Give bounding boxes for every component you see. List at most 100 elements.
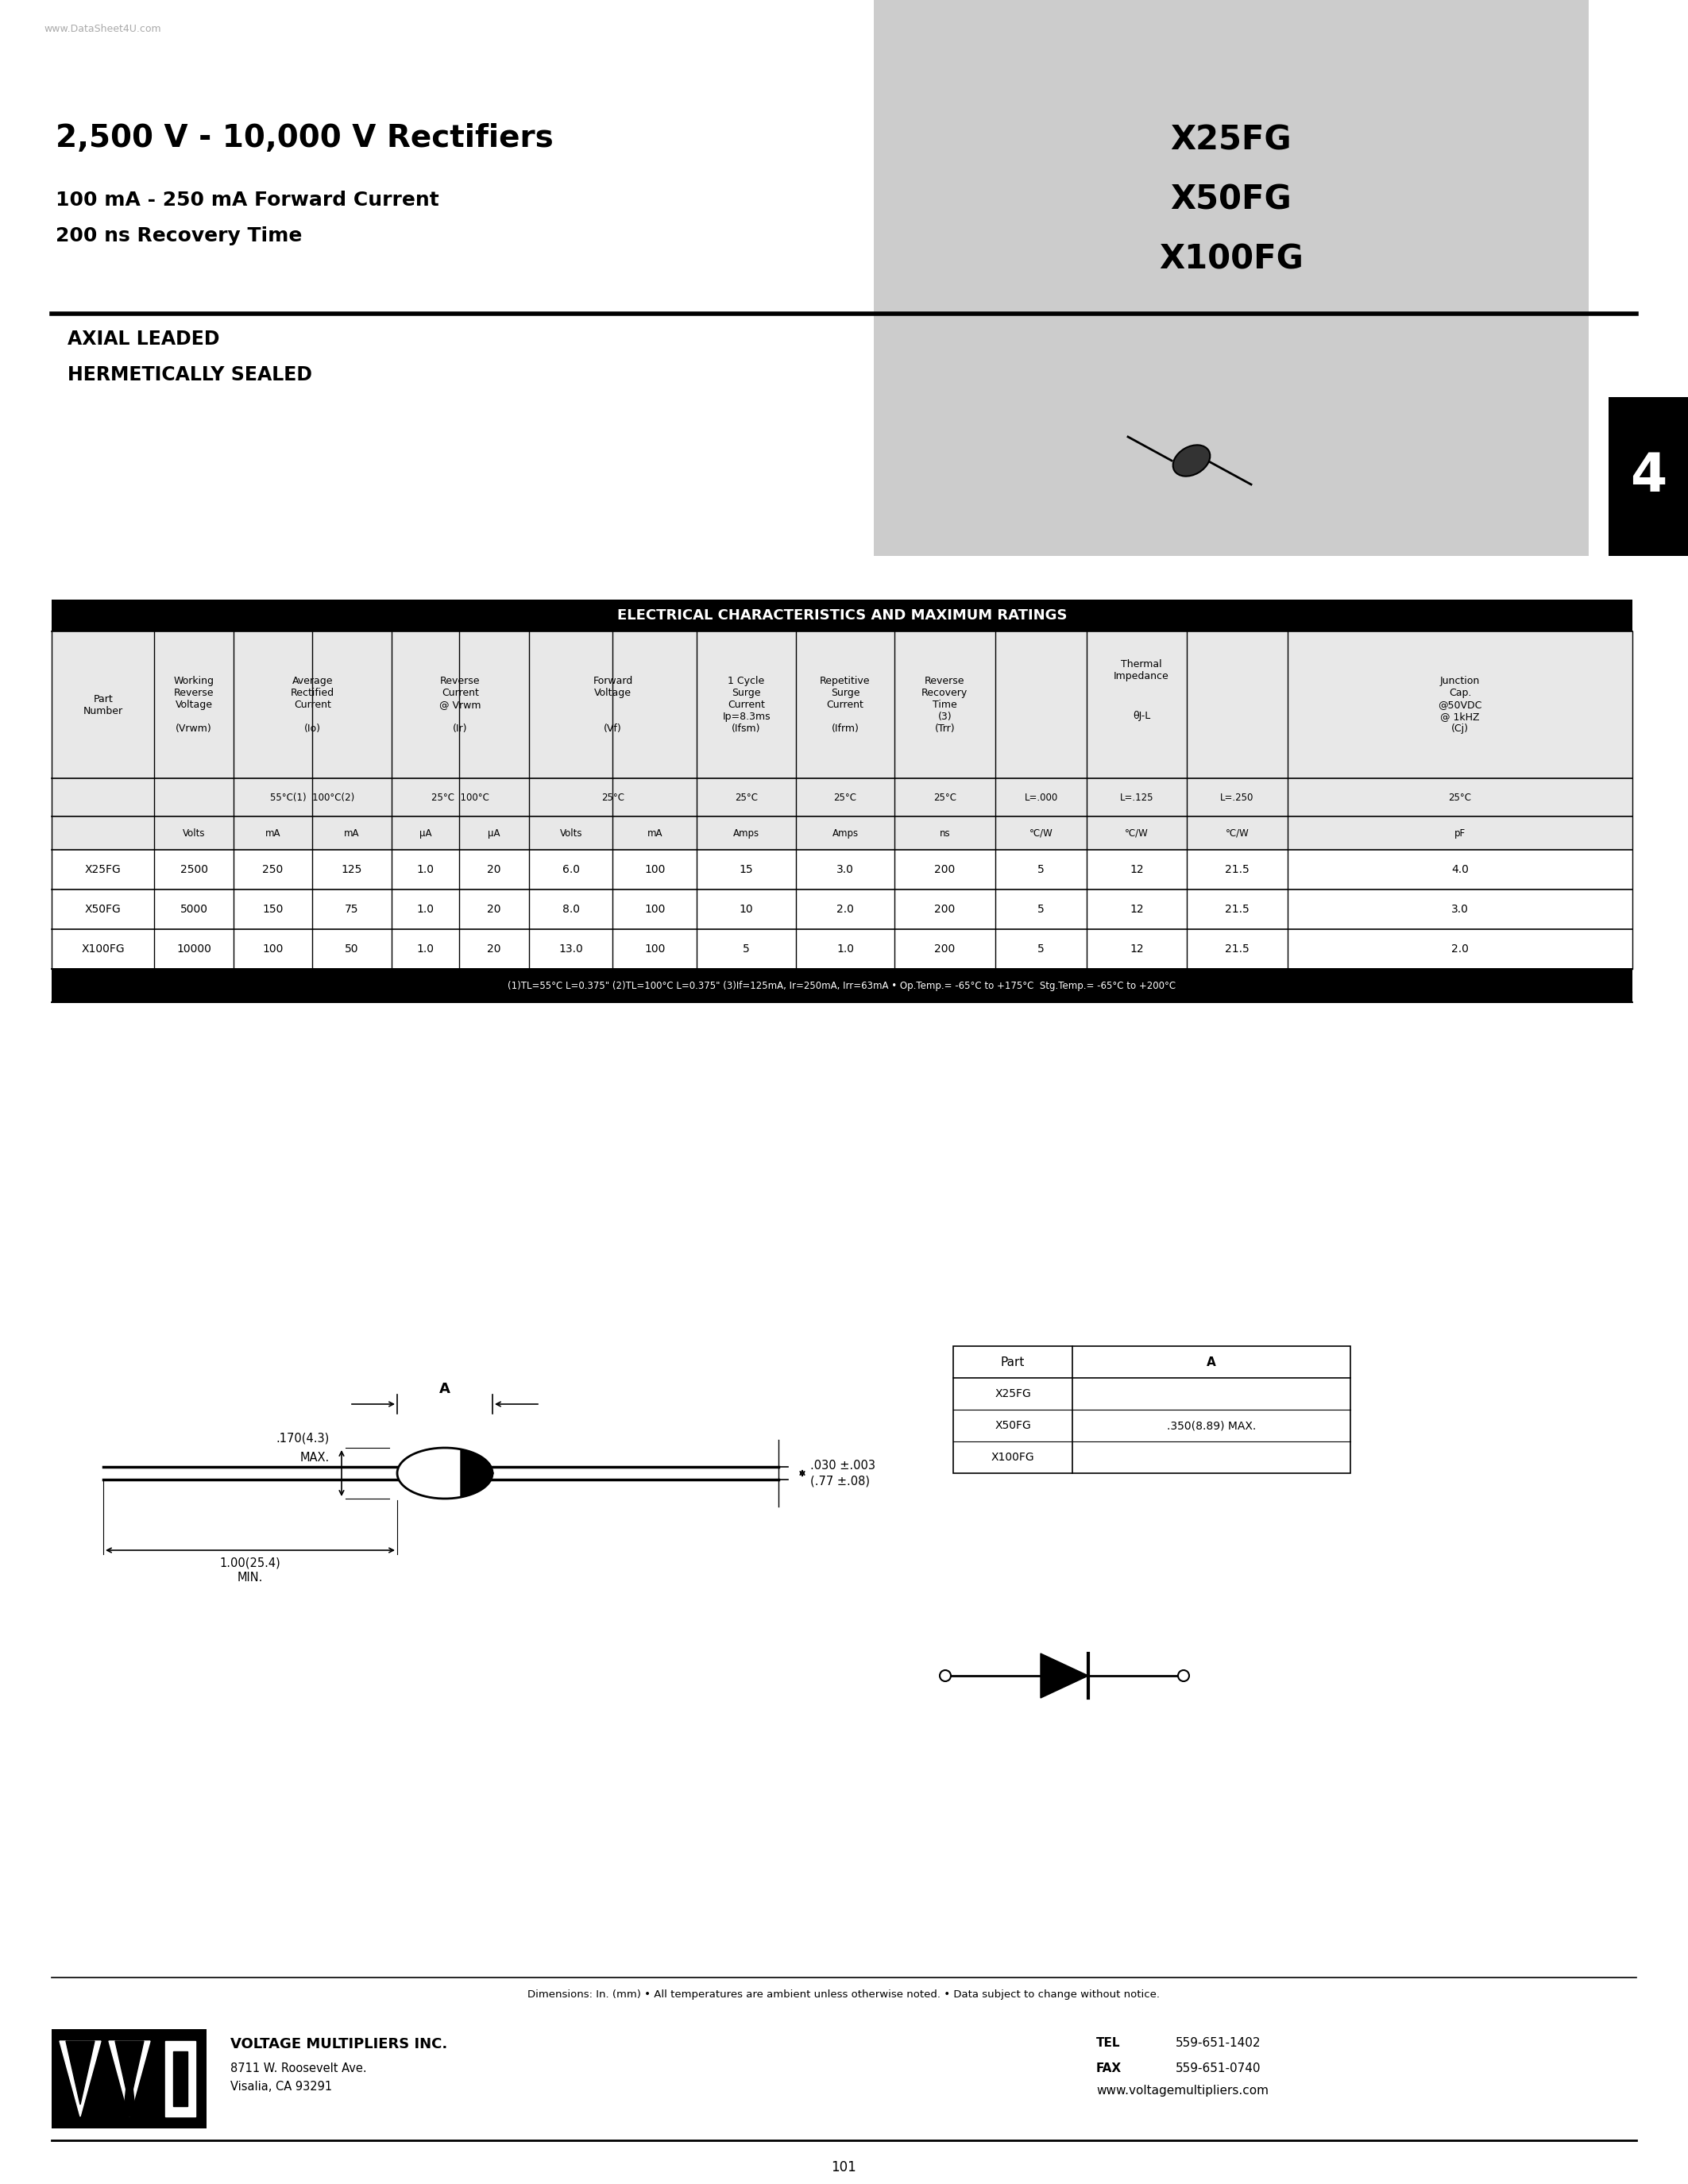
Text: 21.5: 21.5: [1225, 943, 1249, 954]
Text: °C/W: °C/W: [1030, 828, 1053, 839]
Text: 25°C: 25°C: [1448, 793, 1472, 802]
Text: 25°C: 25°C: [734, 793, 758, 802]
Text: Average
Rectified
Current

(Io): Average Rectified Current (Io): [290, 675, 334, 734]
Text: 2.0: 2.0: [1452, 943, 1469, 954]
Text: 15: 15: [739, 865, 753, 876]
Bar: [52, 970, 1632, 1002]
Text: mA: mA: [344, 828, 360, 839]
Text: 200: 200: [935, 943, 955, 954]
Text: AXIAL LEADED: AXIAL LEADED: [68, 330, 219, 349]
Bar: [52, 2029, 206, 2129]
Text: 200: 200: [935, 904, 955, 915]
Text: Repetitive
Surge
Current

(Ifrm): Repetitive Surge Current (Ifrm): [820, 675, 871, 734]
Text: 50: 50: [344, 943, 360, 954]
Bar: [52, 601, 1632, 631]
Text: 5: 5: [1038, 865, 1045, 876]
Text: L=.000: L=.000: [1025, 793, 1058, 802]
Text: TEL: TEL: [1096, 2038, 1121, 2049]
Text: Working
Reverse
Voltage

(Vrwm): Working Reverse Voltage (Vrwm): [174, 675, 214, 734]
Text: X50FG: X50FG: [84, 904, 122, 915]
Text: 5: 5: [743, 943, 749, 954]
Text: 1.00(25.4): 1.00(25.4): [219, 1557, 280, 1568]
Text: 5000: 5000: [181, 904, 208, 915]
Text: °C/W: °C/W: [1225, 828, 1249, 839]
Text: X100FG: X100FG: [81, 943, 125, 954]
Polygon shape: [461, 1450, 493, 1498]
Text: HERMETICALLY SEALED: HERMETICALLY SEALED: [68, 365, 312, 384]
Text: 25°C: 25°C: [601, 793, 625, 802]
Text: 5: 5: [1038, 904, 1045, 915]
Text: MAX.: MAX.: [300, 1452, 329, 1463]
Polygon shape: [397, 1448, 493, 1498]
Circle shape: [1178, 1671, 1188, 1682]
Text: 559-651-1402: 559-651-1402: [1175, 2038, 1261, 2049]
Text: 2500: 2500: [181, 865, 208, 876]
Text: 4.0: 4.0: [1452, 865, 1469, 876]
Text: 100 mA - 250 mA Forward Current: 100 mA - 250 mA Forward Current: [56, 190, 439, 210]
Text: www.DataSheet4U.com: www.DataSheet4U.com: [44, 24, 160, 35]
Text: 1.0: 1.0: [417, 943, 434, 954]
Text: .350(8.89) MAX.: .350(8.89) MAX.: [1166, 1420, 1256, 1431]
Polygon shape: [115, 2042, 143, 2105]
Bar: [954, 1345, 1350, 1474]
Text: 1.0: 1.0: [417, 904, 434, 915]
Text: 12: 12: [1129, 904, 1144, 915]
Text: Forward
Voltage


(Vf): Forward Voltage (Vf): [592, 675, 633, 734]
Polygon shape: [108, 2042, 150, 2116]
Text: °C/W: °C/W: [1124, 828, 1148, 839]
Text: 1.0: 1.0: [837, 943, 854, 954]
Text: 12: 12: [1129, 865, 1144, 876]
Text: 6.0: 6.0: [562, 865, 579, 876]
Text: Amps: Amps: [733, 828, 760, 839]
Text: 1 Cycle
Surge
Current
Ip=8.3ms
(Ifsm): 1 Cycle Surge Current Ip=8.3ms (Ifsm): [722, 675, 770, 734]
Text: 101: 101: [830, 2160, 856, 2175]
Polygon shape: [66, 2042, 95, 2105]
Text: 20: 20: [488, 904, 501, 915]
Polygon shape: [174, 2051, 187, 2105]
Text: 200 ns Recovery Time: 200 ns Recovery Time: [56, 227, 302, 245]
Text: 25°C: 25°C: [933, 793, 957, 802]
Text: θJ-L: θJ-L: [1133, 710, 1151, 721]
Text: X25FG: X25FG: [1171, 122, 1291, 157]
Text: mA: mA: [647, 828, 662, 839]
Text: X100FG: X100FG: [1160, 242, 1303, 275]
Text: 25°C: 25°C: [834, 793, 858, 802]
Text: X50FG: X50FG: [994, 1420, 1031, 1431]
Text: 100: 100: [645, 943, 665, 954]
Bar: [52, 631, 1632, 778]
Text: 10: 10: [739, 904, 753, 915]
Text: Dimensions: In. (mm) • All temperatures are ambient unless otherwise noted. • Da: Dimensions: In. (mm) • All temperatures …: [527, 1990, 1160, 2001]
Text: 2.0: 2.0: [837, 904, 854, 915]
Text: X25FG: X25FG: [994, 1389, 1031, 1400]
Text: 8711 W. Roosevelt Ave.: 8711 W. Roosevelt Ave.: [230, 2062, 366, 2075]
Text: A: A: [1207, 1356, 1215, 1367]
Circle shape: [940, 1671, 950, 1682]
Text: L=.250: L=.250: [1220, 793, 1254, 802]
Text: 200: 200: [935, 865, 955, 876]
Ellipse shape: [1173, 446, 1210, 476]
Polygon shape: [59, 2042, 101, 2116]
Text: L=.125: L=.125: [1119, 793, 1153, 802]
Text: pF: pF: [1455, 828, 1465, 839]
Text: 100: 100: [645, 904, 665, 915]
Text: Reverse
Current
@ Vrwm

(Ir): Reverse Current @ Vrwm (Ir): [439, 675, 481, 734]
Text: MIN.: MIN.: [238, 1572, 263, 1583]
Text: 150: 150: [262, 904, 284, 915]
Polygon shape: [1040, 1653, 1089, 1697]
Polygon shape: [165, 2042, 196, 2116]
Text: .030 ±.003: .030 ±.003: [810, 1459, 876, 1472]
Text: 75: 75: [344, 904, 360, 915]
Text: 3.0: 3.0: [1452, 904, 1469, 915]
Text: ns: ns: [939, 828, 950, 839]
Bar: [874, 0, 1588, 557]
Text: 100: 100: [262, 943, 284, 954]
Text: 8.0: 8.0: [562, 904, 579, 915]
Text: mA: mA: [265, 828, 280, 839]
Text: (.77 ±.08): (.77 ±.08): [810, 1474, 869, 1487]
Text: 13.0: 13.0: [559, 943, 582, 954]
Text: 12: 12: [1129, 943, 1144, 954]
Text: 250: 250: [263, 865, 284, 876]
Text: 1.0: 1.0: [417, 865, 434, 876]
Text: μA: μA: [419, 828, 432, 839]
Text: Amps: Amps: [832, 828, 858, 839]
